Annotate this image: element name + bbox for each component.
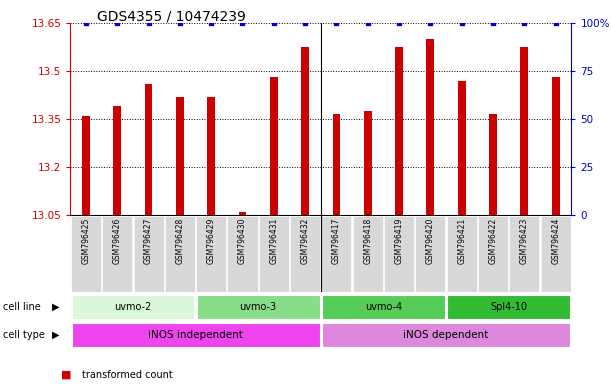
- FancyBboxPatch shape: [102, 216, 132, 292]
- Bar: [489, 114, 497, 215]
- FancyBboxPatch shape: [71, 323, 320, 347]
- FancyBboxPatch shape: [322, 295, 445, 319]
- FancyBboxPatch shape: [134, 216, 164, 292]
- FancyBboxPatch shape: [227, 216, 257, 292]
- Text: GSM796432: GSM796432: [301, 217, 310, 264]
- FancyBboxPatch shape: [447, 295, 570, 319]
- FancyBboxPatch shape: [322, 323, 570, 347]
- FancyBboxPatch shape: [259, 216, 289, 292]
- Text: iNOS dependent: iNOS dependent: [403, 330, 489, 340]
- FancyBboxPatch shape: [321, 216, 351, 292]
- Text: uvmo-3: uvmo-3: [240, 302, 277, 312]
- FancyBboxPatch shape: [541, 216, 571, 292]
- Text: ▶: ▶: [53, 330, 60, 340]
- FancyBboxPatch shape: [510, 216, 540, 292]
- Text: uvmo-4: uvmo-4: [365, 302, 402, 312]
- Text: GSM796427: GSM796427: [144, 217, 153, 264]
- FancyBboxPatch shape: [165, 216, 195, 292]
- Text: GSM796425: GSM796425: [81, 217, 90, 264]
- FancyBboxPatch shape: [196, 216, 226, 292]
- Text: GSM796424: GSM796424: [551, 217, 560, 264]
- Bar: [270, 78, 278, 215]
- Text: GSM796431: GSM796431: [269, 217, 278, 264]
- FancyBboxPatch shape: [353, 216, 382, 292]
- Bar: [176, 97, 184, 215]
- Bar: [521, 47, 529, 215]
- Bar: [301, 47, 309, 215]
- FancyBboxPatch shape: [384, 216, 414, 292]
- FancyBboxPatch shape: [447, 216, 477, 292]
- Text: Spl4-10: Spl4-10: [490, 302, 527, 312]
- Text: GDS4355 / 10474239: GDS4355 / 10474239: [97, 10, 246, 23]
- FancyBboxPatch shape: [71, 216, 101, 292]
- Text: cell type: cell type: [3, 330, 45, 340]
- Text: GSM796419: GSM796419: [395, 217, 403, 264]
- Bar: [395, 47, 403, 215]
- Text: cell line: cell line: [3, 302, 41, 312]
- Text: GSM796430: GSM796430: [238, 217, 247, 264]
- Bar: [458, 81, 466, 215]
- FancyBboxPatch shape: [197, 295, 320, 319]
- Bar: [332, 114, 340, 215]
- Bar: [145, 84, 153, 215]
- Bar: [426, 39, 434, 215]
- FancyBboxPatch shape: [415, 216, 445, 292]
- Text: GSM796426: GSM796426: [113, 217, 122, 264]
- Text: GSM796417: GSM796417: [332, 217, 341, 264]
- Bar: [238, 212, 246, 215]
- Text: uvmo-2: uvmo-2: [114, 302, 152, 312]
- FancyBboxPatch shape: [478, 216, 508, 292]
- Bar: [552, 78, 560, 215]
- Bar: [82, 116, 90, 215]
- Text: GSM796421: GSM796421: [457, 217, 466, 263]
- Text: GSM796418: GSM796418: [364, 217, 372, 263]
- Text: ■: ■: [61, 370, 71, 380]
- Text: GSM796422: GSM796422: [489, 217, 497, 263]
- Bar: [113, 106, 121, 215]
- Text: GSM796429: GSM796429: [207, 217, 216, 264]
- Bar: [207, 97, 215, 215]
- Text: iNOS independent: iNOS independent: [148, 330, 243, 340]
- Text: GSM796420: GSM796420: [426, 217, 435, 264]
- Text: ▶: ▶: [53, 302, 60, 312]
- Bar: [364, 111, 371, 215]
- Text: GSM796428: GSM796428: [175, 217, 185, 263]
- Text: GSM796423: GSM796423: [520, 217, 529, 264]
- FancyBboxPatch shape: [290, 216, 320, 292]
- FancyBboxPatch shape: [71, 295, 194, 319]
- Text: transformed count: transformed count: [82, 370, 174, 380]
